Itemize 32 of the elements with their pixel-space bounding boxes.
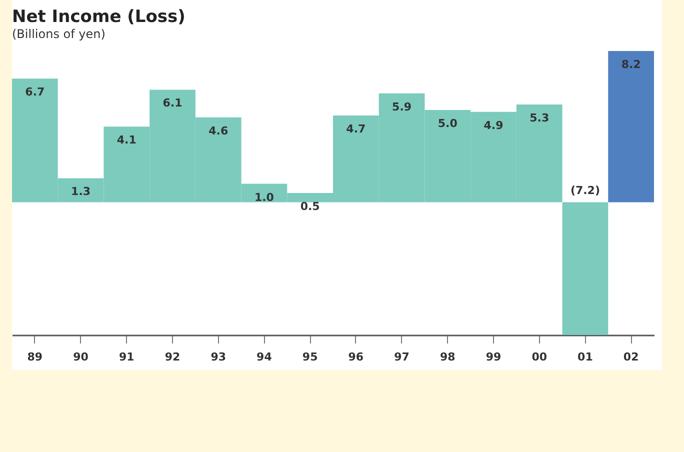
data-label: 5.3 xyxy=(530,111,550,124)
x-tick-label: 93 xyxy=(210,350,226,364)
x-tick-label: 01 xyxy=(578,350,593,364)
data-label: 6.1 xyxy=(162,96,182,110)
x-tick-label: 90 xyxy=(73,350,89,364)
x-tick-label: 98 xyxy=(440,350,456,364)
x-tick-label: 94 xyxy=(256,350,272,364)
bar xyxy=(608,51,654,202)
data-label: 5.9 xyxy=(392,100,412,114)
data-label: 1.0 xyxy=(254,190,274,204)
x-tick-label: 97 xyxy=(394,350,410,364)
data-label: 6.7 xyxy=(25,86,45,99)
data-label: (7.2) xyxy=(570,184,600,198)
x-tick-label: 96 xyxy=(348,350,364,364)
x-tick-label: 02 xyxy=(623,350,639,364)
data-label: 1.3 xyxy=(71,185,91,198)
x-tick-label: 89 xyxy=(27,350,43,364)
data-label: 0.5 xyxy=(300,200,320,213)
x-tick-label: 99 xyxy=(486,350,502,364)
bar xyxy=(562,202,608,335)
data-label: 5.0 xyxy=(438,117,458,130)
data-label: 4.7 xyxy=(346,122,366,136)
x-tick-label: 00 xyxy=(532,350,548,364)
chart-subtitle: (Billions of yen) xyxy=(12,27,106,41)
data-label: 4.1 xyxy=(116,134,136,147)
data-label: 4.6 xyxy=(208,124,228,138)
data-label: 4.9 xyxy=(484,118,504,132)
x-tick-label: 95 xyxy=(302,350,318,364)
chart-title: Net Income (Loss) xyxy=(12,7,186,27)
x-tick-label: 92 xyxy=(164,350,180,364)
x-tick-label: 91 xyxy=(118,350,134,364)
data-label: 8.2 xyxy=(621,58,641,71)
